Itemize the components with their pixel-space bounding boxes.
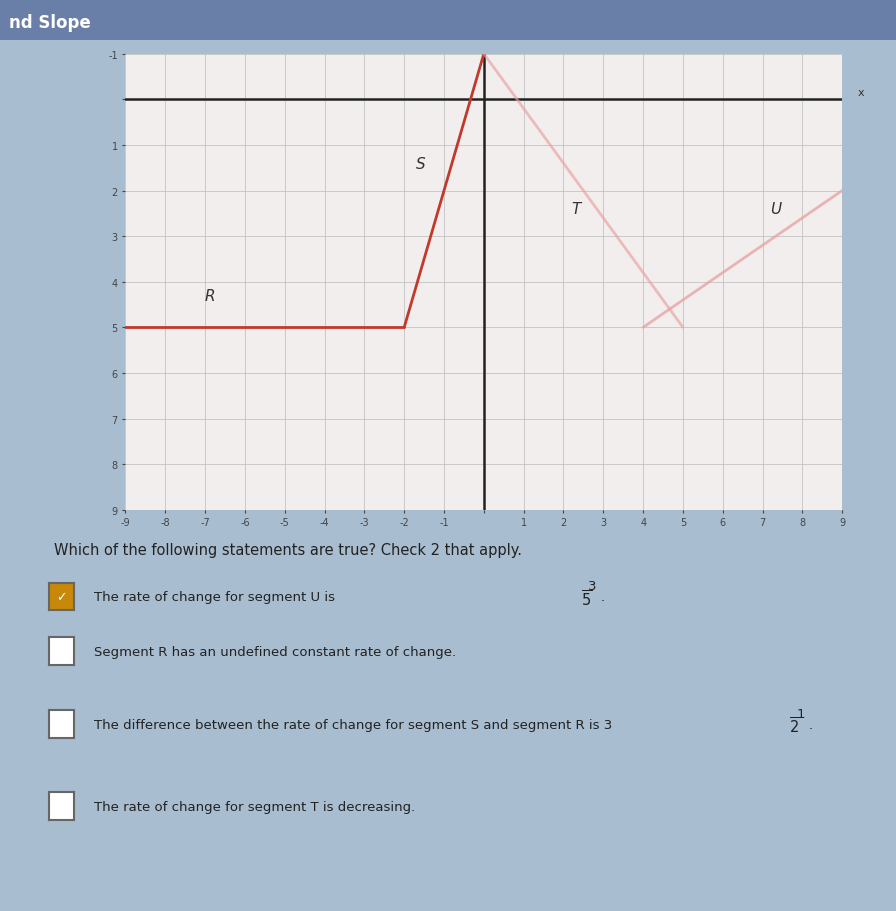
Text: The difference between the rate of change for segment S and segment R is 3: The difference between the rate of chang… — [94, 718, 612, 731]
Text: The rate of change for segment T is decreasing.: The rate of change for segment T is decr… — [94, 800, 416, 813]
Text: nd Slope: nd Slope — [9, 14, 90, 32]
Text: .: . — [809, 718, 814, 731]
Text: ✓: ✓ — [56, 590, 67, 603]
Text: U: U — [771, 202, 781, 217]
Text: R: R — [205, 289, 216, 303]
Text: T: T — [572, 202, 581, 217]
Text: $1$: $1$ — [796, 707, 805, 720]
Text: $\overline{5}$: $\overline{5}$ — [581, 589, 592, 609]
Text: .: . — [600, 590, 605, 603]
Text: x: x — [858, 88, 865, 98]
Text: $\overline{2}$: $\overline{2}$ — [789, 716, 801, 736]
Text: $3$: $3$ — [587, 579, 596, 592]
Text: The rate of change for segment U is: The rate of change for segment U is — [94, 590, 340, 603]
Text: S: S — [416, 157, 426, 171]
Text: Which of the following statements are true? Check 2 that apply.: Which of the following statements are tr… — [54, 542, 521, 557]
Text: Segment R has an undefined constant rate of change.: Segment R has an undefined constant rate… — [94, 645, 456, 658]
